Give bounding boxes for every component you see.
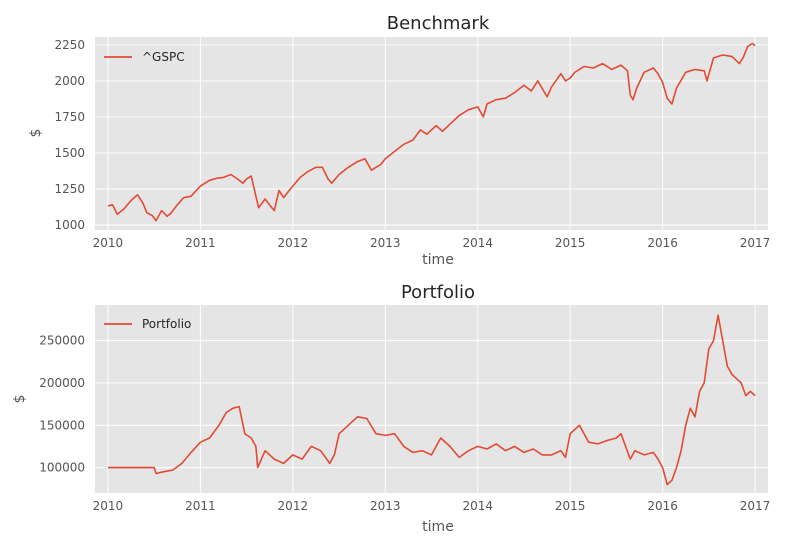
grid bbox=[95, 305, 768, 493]
series-line-portfolio bbox=[107, 314, 756, 486]
y-tick-label: 1000 bbox=[54, 218, 85, 232]
legend-label: Portfolio bbox=[142, 317, 191, 331]
plot-area bbox=[95, 37, 768, 230]
subplot-portfolio: 100000 150000 200000 250000 2010 2011 20… bbox=[12, 282, 770, 535]
x-tick-label: 2011 bbox=[185, 499, 216, 513]
x-tick-label: 2013 bbox=[370, 499, 401, 513]
x-tick-label: 2010 bbox=[93, 236, 124, 250]
y-tick-label: 1500 bbox=[54, 146, 85, 160]
x-tick-labels: 2010 2011 2012 2013 2014 2015 2016 2017 bbox=[93, 499, 771, 513]
x-tick-label: 2011 bbox=[185, 236, 216, 250]
x-tick-label: 2015 bbox=[555, 499, 586, 513]
y-axis-label: $ bbox=[12, 395, 28, 404]
x-tick-label: 2015 bbox=[555, 236, 586, 250]
y-tick-labels: 1000 1250 1500 1750 2000 2250 bbox=[54, 38, 85, 232]
x-tick-label: 2012 bbox=[278, 236, 309, 250]
y-tick-label: 1250 bbox=[54, 182, 85, 196]
y-tick-label: 100000 bbox=[39, 461, 85, 475]
legend-label: ^GSPC bbox=[142, 50, 185, 64]
chart-title: Benchmark bbox=[387, 13, 490, 34]
subplot-benchmark: 1000 1250 1500 1750 2000 2250 2010 2011 … bbox=[28, 13, 770, 268]
x-tick-label: 2012 bbox=[278, 499, 309, 513]
y-tick-labels: 100000 150000 200000 250000 bbox=[39, 334, 85, 475]
grid bbox=[95, 37, 768, 230]
x-axis-label: time bbox=[422, 252, 454, 268]
y-tick-label: 2250 bbox=[54, 38, 85, 52]
x-tick-label: 2016 bbox=[647, 499, 678, 513]
legend: Portfolio bbox=[104, 317, 191, 331]
x-tick-label: 2014 bbox=[462, 236, 493, 250]
y-tick-label: 200000 bbox=[39, 376, 85, 390]
y-tick-label: 2000 bbox=[54, 74, 85, 88]
y-tick-label: 150000 bbox=[39, 418, 85, 432]
chart-title: Portfolio bbox=[401, 282, 475, 303]
y-axis-label: $ bbox=[28, 129, 44, 138]
x-tick-label: 2016 bbox=[647, 236, 678, 250]
x-tick-label: 2017 bbox=[740, 236, 771, 250]
x-tick-label: 2013 bbox=[370, 236, 401, 250]
plot-area bbox=[95, 305, 768, 493]
y-tick-label: 1750 bbox=[54, 110, 85, 124]
legend: ^GSPC bbox=[104, 50, 185, 64]
x-tick-label: 2014 bbox=[462, 499, 493, 513]
y-tick-label: 250000 bbox=[39, 334, 85, 348]
x-tick-labels: 2010 2011 2012 2013 2014 2015 2016 2017 bbox=[93, 236, 771, 250]
x-tick-label: 2017 bbox=[740, 499, 771, 513]
x-tick-label: 2010 bbox=[93, 499, 124, 513]
series-line-gspc bbox=[107, 42, 756, 222]
x-axis-label: time bbox=[422, 519, 454, 535]
